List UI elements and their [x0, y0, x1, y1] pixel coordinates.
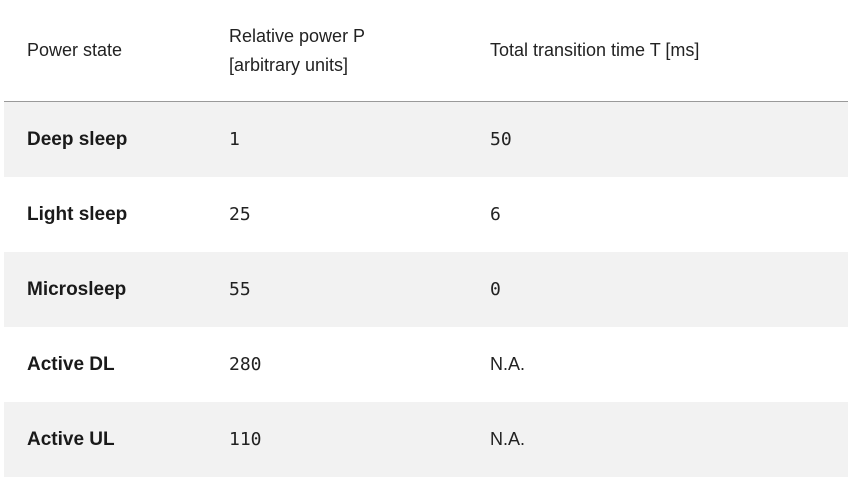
- relative-power-cell: 25: [229, 204, 251, 225]
- transition-time-cell: N.A.: [490, 429, 526, 449]
- power-state-cell: Active UL: [27, 428, 115, 450]
- header-relative-power-line1: Relative power P: [229, 25, 366, 46]
- table-row: Active DL 280 N.A.: [4, 327, 848, 402]
- header-transition-time-label: Total transition time T [ms]: [490, 40, 700, 60]
- relative-power-cell: 110: [229, 429, 262, 450]
- power-state-cell: Active DL: [27, 353, 115, 375]
- transition-time-cell: N.A.: [490, 354, 526, 374]
- table-row: Active UL 110 N.A.: [4, 402, 848, 477]
- table-row: Deep sleep 1 50: [4, 102, 848, 177]
- table-row: Light sleep 25 6: [4, 177, 848, 252]
- header-relative-power-line2: [arbitrary units]: [229, 54, 349, 75]
- relative-power-cell: 55: [229, 279, 251, 300]
- header-power-state-label: Power state: [27, 40, 123, 60]
- transition-time-cell: 0: [490, 279, 501, 300]
- power-state-cell: Microsleep: [27, 278, 127, 300]
- header-relative-power-label: Relative power P [arbitrary units]: [229, 22, 365, 80]
- transition-time-cell: 6: [490, 204, 501, 225]
- power-state-table: Power state Relative power P [arbitrary …: [4, 0, 848, 477]
- power-state-cell: Deep sleep: [27, 128, 128, 150]
- table-header: Power state Relative power P [arbitrary …: [4, 0, 848, 102]
- header-power-state: Power state: [27, 0, 217, 101]
- transition-time-cell: 50: [490, 129, 512, 150]
- power-state-cell: Light sleep: [27, 203, 128, 225]
- table-row: Microsleep 55 0: [4, 252, 848, 327]
- relative-power-cell: 280: [229, 354, 262, 375]
- relative-power-cell: 1: [229, 129, 240, 150]
- header-transition-time: Total transition time T [ms]: [490, 0, 840, 101]
- header-relative-power: Relative power P [arbitrary units]: [229, 0, 479, 101]
